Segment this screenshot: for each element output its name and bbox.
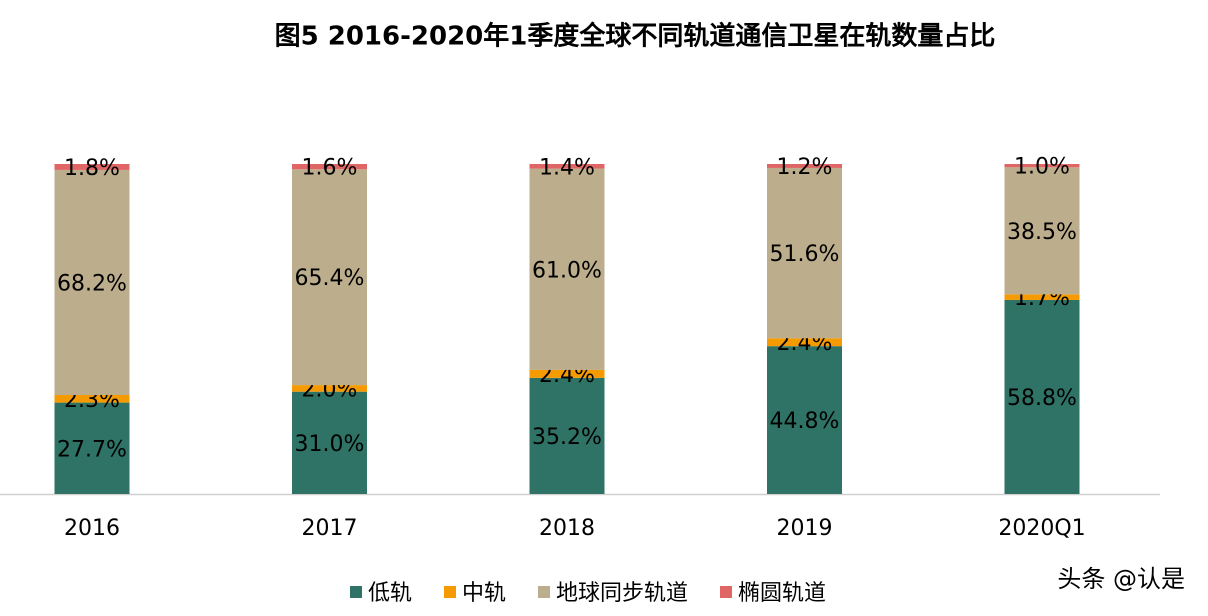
data-label: 1.4% [539, 155, 595, 180]
bar-segment [1004, 299, 1080, 494]
legend-label: 低轨 [368, 581, 412, 606]
bar-segment [1004, 167, 1080, 295]
bar-segment [767, 167, 842, 339]
x-tick-label: 2018 [539, 516, 595, 541]
data-label: 31.0% [295, 432, 365, 457]
legend-label: 中轨 [462, 581, 506, 606]
bar-segment [292, 385, 367, 392]
data-label: 1.8% [64, 156, 120, 181]
legend-label: 地球同步轨道 [556, 581, 688, 606]
bar-segment [767, 338, 842, 347]
bar-segment [292, 169, 367, 386]
data-label: 61.0% [532, 258, 602, 283]
data-label: 1.0% [1014, 155, 1070, 180]
bar-segment [1004, 164, 1080, 168]
bar-segment [1004, 294, 1080, 300]
data-label: 65.4% [295, 266, 365, 291]
x-tick-label: 2019 [777, 516, 833, 541]
data-label: 1.6% [302, 156, 358, 181]
bar-segment [54, 164, 130, 170]
data-label: 44.8% [770, 409, 840, 434]
data-label: 1.2% [777, 155, 833, 180]
legend-label: 椭圆轨道 [738, 581, 826, 606]
x-tick-label: 2017 [302, 516, 358, 541]
bar-segment [529, 369, 605, 378]
data-label: 68.2% [57, 271, 127, 296]
bar-segment [767, 346, 842, 494]
legend-swatch [350, 586, 362, 598]
x-tick-label: 2016 [64, 516, 120, 541]
bar-segment [529, 164, 605, 169]
x-tick-label: 2020Q1 [998, 516, 1085, 541]
data-label: 58.8% [1007, 386, 1077, 411]
legend-swatch [444, 586, 456, 598]
bar-segment [529, 377, 605, 494]
bar-segment [767, 164, 842, 168]
legend-swatch [538, 586, 550, 598]
data-label: 38.5% [1007, 220, 1077, 245]
bar-segment [54, 395, 130, 403]
data-label: 51.6% [770, 242, 840, 267]
legend-swatch [720, 586, 732, 598]
chart-title: 图5 2016-2020年1季度全球不同轨道通信卫星在轨数量占比 [275, 21, 996, 52]
data-label: 27.7% [57, 437, 127, 462]
watermark: 头条 @认是 [1057, 565, 1185, 593]
data-label: 35.2% [532, 425, 602, 450]
bar-segment [292, 164, 367, 170]
bar-segment [54, 402, 130, 494]
bar-segment [292, 391, 367, 494]
bar-segment [54, 169, 130, 395]
bar-segment [529, 168, 605, 370]
